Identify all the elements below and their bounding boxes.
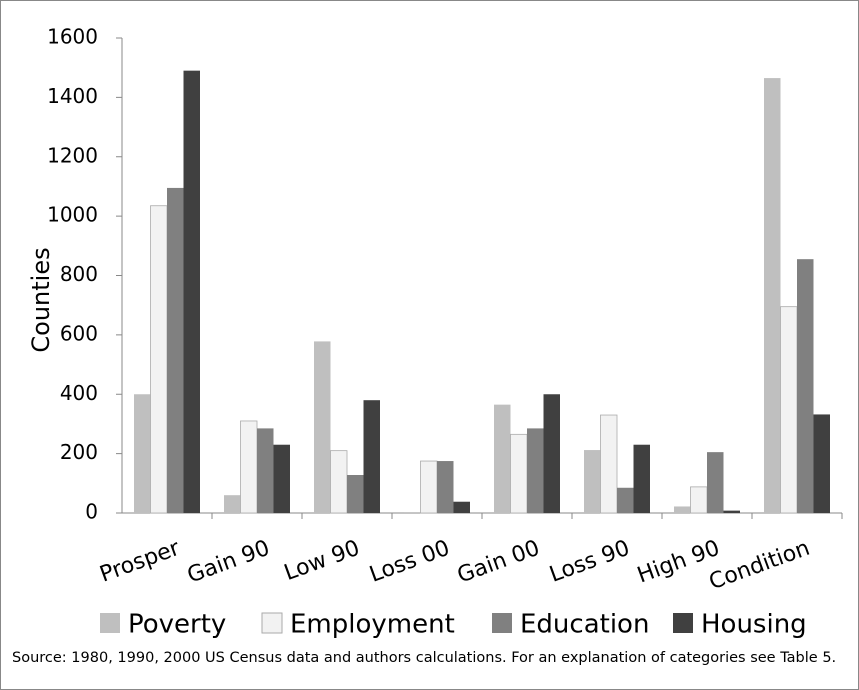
- x-tick-label: Gain 00: [454, 536, 543, 589]
- bar: [780, 306, 798, 514]
- bar: [183, 70, 200, 513]
- source-note: Source: 1980, 1990, 2000 US Census data …: [12, 650, 837, 666]
- bar: [134, 394, 151, 513]
- x-tick-label: Prosper: [97, 535, 184, 587]
- y-tick-label: 600: [60, 321, 98, 345]
- x-tick-label: Loss 90: [546, 536, 633, 588]
- y-axis-label: Counties: [27, 247, 55, 352]
- bar: [707, 452, 724, 513]
- y-tick-label: 1200: [47, 143, 98, 167]
- bar: [150, 205, 168, 514]
- legend-label: Employment: [290, 610, 455, 640]
- y-tick-label: 400: [60, 381, 98, 405]
- bar: [633, 444, 650, 513]
- bar: [617, 487, 634, 513]
- y-tick-label: 1400: [47, 84, 98, 108]
- bar: [330, 450, 348, 514]
- bar: [167, 187, 184, 513]
- bar: [690, 486, 708, 514]
- bar: [453, 501, 470, 513]
- bar: [797, 259, 814, 513]
- bar: [240, 420, 258, 514]
- bar: [314, 341, 331, 513]
- legend-label: Education: [520, 610, 649, 640]
- y-tick-label: 200: [60, 440, 98, 464]
- bar: [437, 461, 454, 513]
- bar: [494, 404, 511, 513]
- y-tick-label: 0: [85, 500, 98, 524]
- bar: [257, 428, 274, 513]
- legend-label: Poverty: [128, 610, 226, 640]
- legend-swatch: [492, 613, 512, 633]
- bar: [600, 414, 618, 514]
- x-tick-label: Gain 90: [184, 536, 273, 589]
- bar: [363, 400, 380, 513]
- legend-swatch: [100, 613, 120, 633]
- y-tick-label: 800: [60, 262, 98, 286]
- legend-label: Housing: [701, 610, 807, 640]
- x-tick-label: Loss 00: [366, 536, 453, 588]
- x-tick-label: Low 90: [281, 536, 363, 586]
- bar: [584, 450, 601, 513]
- legend-swatch: [673, 613, 693, 633]
- bar: [404, 512, 421, 513]
- legend-swatch: [261, 612, 283, 634]
- bar: [543, 394, 560, 513]
- bar: [764, 78, 781, 513]
- bar: [510, 433, 528, 514]
- bar: [273, 444, 290, 513]
- bar: [723, 510, 740, 513]
- y-tick-label: 1600: [47, 25, 98, 49]
- y-tick-label: 1000: [47, 203, 98, 227]
- bar: [420, 460, 438, 514]
- bar: [347, 475, 364, 513]
- bar: [813, 414, 830, 513]
- bar: [674, 506, 691, 513]
- bar: [224, 495, 241, 513]
- x-tick-label: Condition: [706, 536, 813, 595]
- bar: [527, 428, 544, 513]
